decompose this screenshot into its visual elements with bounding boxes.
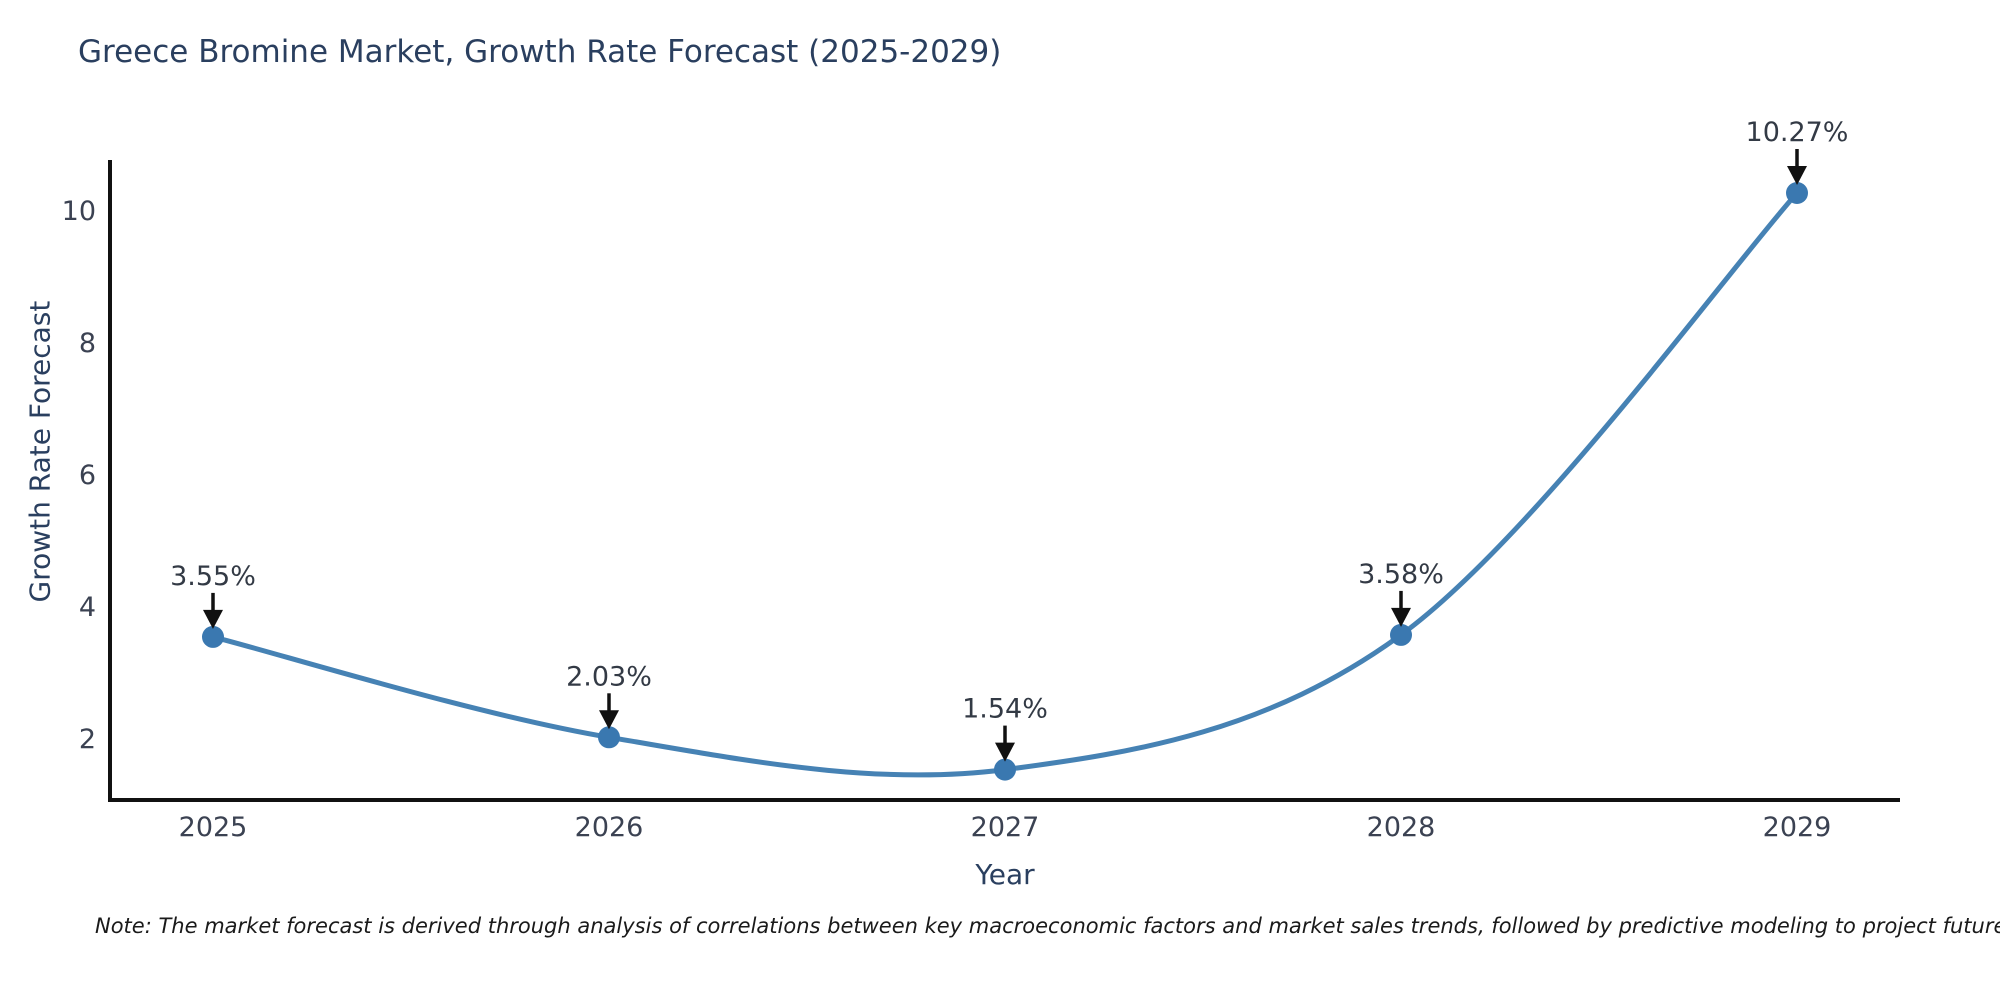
data-point-marker[interactable] (1786, 182, 1808, 204)
x-tick-label: 2028 (1367, 812, 1436, 843)
y-tick-label: 4 (79, 592, 96, 623)
forecast-line (210, 190, 1800, 778)
annotation-arrowhead (203, 609, 223, 629)
annotation-arrowhead (995, 742, 1015, 762)
data-point-marker[interactable] (202, 625, 224, 648)
y-tick-label: 10 (62, 196, 96, 227)
data-point-label: 1.54% (962, 694, 1048, 725)
data-point-label: 10.27% (1746, 117, 1849, 148)
footnote: Note: The market forecast is derived thr… (95, 914, 2000, 938)
data-point-marker[interactable] (994, 758, 1016, 781)
chart-title: Greece Bromine Market, Growth Rate Forec… (78, 34, 1002, 70)
data-point-label: 2.03% (566, 661, 652, 692)
data-point-label: 3.55% (170, 561, 256, 592)
x-tick-label: 2026 (575, 812, 644, 843)
x-tick-label: 2027 (971, 812, 1040, 843)
data-point-label: 3.58% (1358, 559, 1444, 590)
y-tick-label: 2 (79, 724, 96, 755)
data-point-marker[interactable] (1390, 623, 1412, 646)
x-tick-label: 2029 (1763, 812, 1832, 843)
annotation-arrowhead (1787, 166, 1807, 185)
y-axis-title: Growth Rate Forecast (23, 300, 57, 603)
y-tick-label: 6 (79, 460, 96, 491)
x-tick-label: 2025 (179, 812, 248, 843)
y-tick-label: 8 (79, 328, 96, 359)
x-axis-title: Year (975, 858, 1035, 891)
annotation-arrowhead (1391, 607, 1411, 627)
annotation-arrowhead (599, 710, 619, 730)
data-point-marker[interactable] (598, 726, 620, 749)
